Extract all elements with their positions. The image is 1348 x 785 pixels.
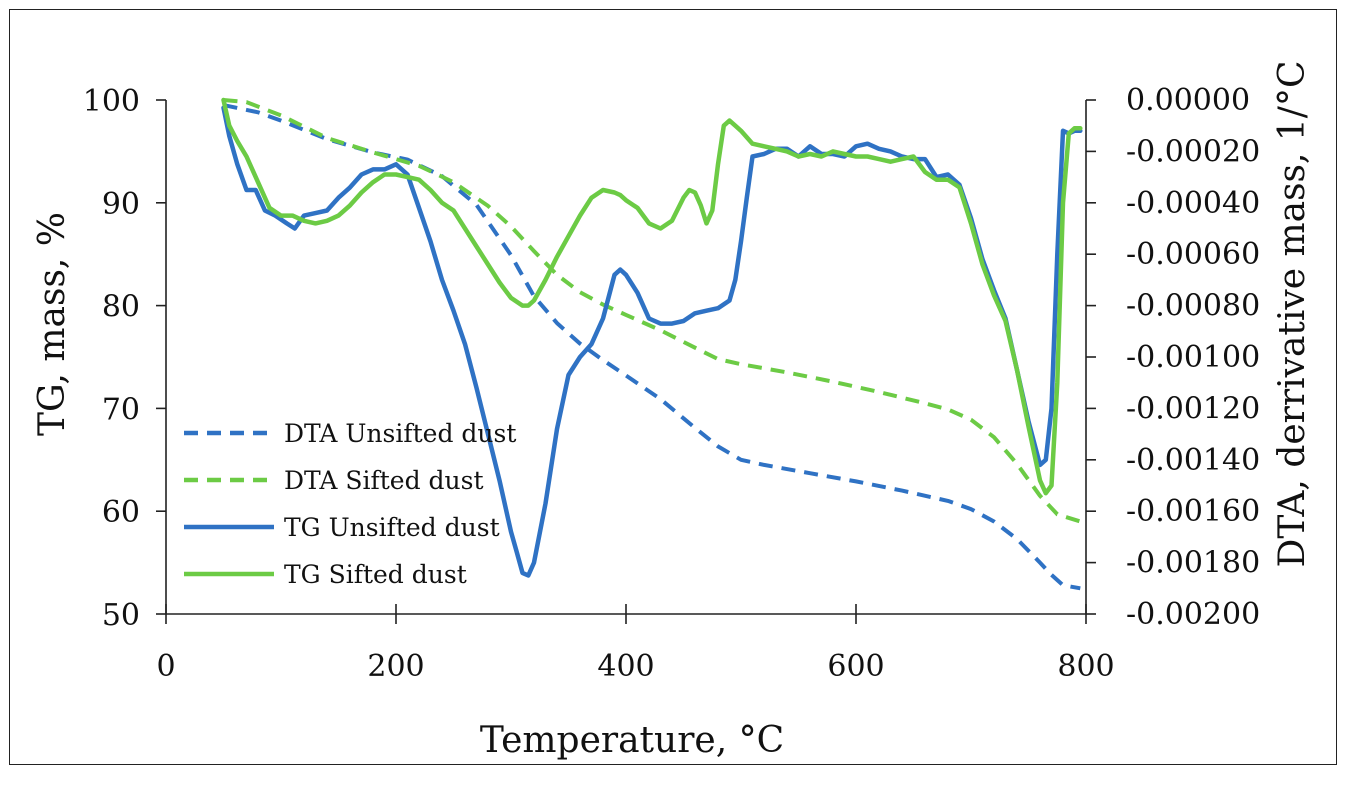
- y2-tick-label: -0.00100: [1126, 340, 1260, 375]
- y2-tick-label: -0.00180: [1126, 546, 1260, 581]
- y2-axis-title: DTA, derrivative mass, 1/°C: [1272, 61, 1313, 568]
- series-line-1: [223, 103, 1081, 591]
- x-tick-label: 200: [367, 649, 424, 684]
- series-line-2: [223, 98, 1081, 524]
- legend-label: DTA Unsifted dust: [284, 419, 516, 448]
- y2-tick-label: -0.00120: [1126, 391, 1260, 426]
- y-tick-label: 80: [102, 290, 140, 325]
- y2-tick-label: -0.00160: [1126, 494, 1260, 529]
- x-tick-label: 400: [597, 649, 654, 684]
- axes-group: 0 200 400 600 800 100 90 80 70 60 50 0.00000 -0.0002…: [83, 83, 1260, 684]
- series-line-3: [221, 105, 1083, 578]
- y2-tick-label: -0.00140: [1126, 443, 1260, 478]
- y-axis-title: TG, mass, %: [32, 212, 73, 436]
- y-tick-label: 60: [102, 495, 140, 530]
- series-line-4: [221, 97, 1083, 496]
- legend: DTA Unsifted dust DTA Sifted dust TG Unsif…: [184, 419, 516, 589]
- y-tick-label: 50: [102, 598, 140, 633]
- series-group: [221, 97, 1083, 591]
- y-tick-label: 90: [102, 187, 140, 222]
- chart-frame: 0 200 400 600 800 100 90 80 70 60 50 0.00000 -0.0002…: [9, 9, 1337, 765]
- chart-svg: 0 200 400 600 800 100 90 80 70 60 50 0.00000 -0.0002…: [32, 61, 1313, 761]
- y-tick-label: 100: [83, 84, 140, 119]
- y2-tick-label: -0.00200: [1126, 597, 1260, 632]
- y2-tick-label: 0.00000: [1126, 83, 1250, 118]
- legend-label: TG Sifted dust: [284, 560, 467, 589]
- legend-label: TG Unsifted dust: [284, 513, 500, 542]
- y2-tick-label: -0.00080: [1126, 289, 1260, 324]
- y-tick-label: 70: [102, 392, 140, 427]
- x-axis-title: Temperature, °C: [480, 720, 784, 761]
- y2-tick-label: -0.00020: [1126, 134, 1260, 169]
- y2-tick-label: -0.00040: [1126, 186, 1260, 221]
- y2-tick-label: -0.00060: [1126, 237, 1260, 272]
- x-tick-label: 800: [1057, 649, 1114, 684]
- x-tick-label: 0: [156, 649, 175, 684]
- legend-label: DTA Sifted dust: [284, 466, 484, 495]
- x-tick-label: 600: [827, 649, 884, 684]
